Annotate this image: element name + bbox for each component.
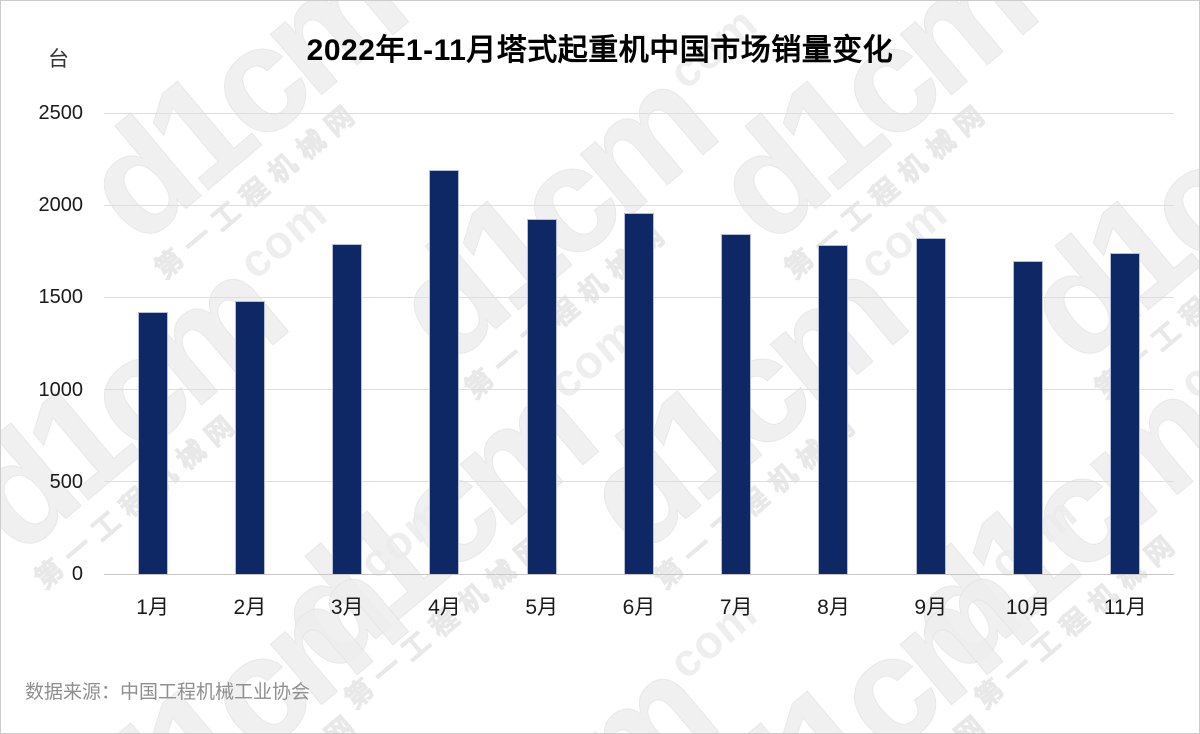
bar-slot-7月 <box>688 113 785 574</box>
bar-slot-8月 <box>785 113 882 574</box>
watermark-site-name-text: 第一工程机械网 <box>1091 680 1199 733</box>
x-axis-labels: 1月 2月 3月 4月 5月 6月 7月 8月 9月 10月 11月 <box>104 591 1174 621</box>
y-tick-label-1000: 1000 <box>38 378 84 401</box>
bar-6月 <box>623 213 654 574</box>
x-tick-label-10月: 10月 <box>1005 596 1051 619</box>
bar-1月 <box>137 312 168 574</box>
x-tick-label-2月: 2月 <box>233 596 267 619</box>
y-tick-label-2500: 2500 <box>38 102 84 124</box>
x-tick-label-1月: 1月 <box>136 596 169 619</box>
x-tick-label-9月: 9月 <box>914 596 948 619</box>
bar-slot-6月 <box>590 113 687 574</box>
bar-11月 <box>1110 253 1141 574</box>
y-tick-label-0: 0 <box>71 563 83 585</box>
data-source-caption: 数据来源：中国工程机械工业协会 <box>25 682 311 703</box>
bar-2月 <box>234 301 265 574</box>
plot-area <box>104 112 1174 575</box>
bar-3月 <box>332 244 363 574</box>
x-tick-label-11月: 11月 <box>1103 596 1147 619</box>
bar-slot-11月 <box>1077 113 1174 574</box>
bar-8月 <box>818 245 849 574</box>
bar-4月 <box>429 170 460 574</box>
x-tick-label-3月: 3月 <box>330 596 364 619</box>
bar-7月 <box>721 234 752 574</box>
bar-slot-2月 <box>201 113 298 574</box>
x-tick-label-8月: 8月 <box>817 596 850 619</box>
bar-slot-1月 <box>104 113 201 574</box>
x-tick-label-7月: 7月 <box>719 596 753 619</box>
x-tick-label-6月: 6月 <box>622 596 656 619</box>
y-tick-label-2000: 2000 <box>38 194 84 217</box>
gridline-2500 <box>104 112 1174 114</box>
gridline-0 <box>104 573 1174 575</box>
bar-5月 <box>526 219 557 574</box>
bar-slot-10月 <box>979 113 1076 574</box>
bar-10月 <box>1013 261 1044 574</box>
bar-slot-3月 <box>299 113 396 574</box>
chart-title: 2022年1-11月塔式起重机中国市场销量变化 <box>306 34 894 67</box>
y-axis-unit-label: 台 <box>48 48 69 71</box>
bar-slot-4月 <box>396 113 493 574</box>
y-tick-label-1500: 1500 <box>38 286 84 309</box>
bar-series <box>104 113 1174 574</box>
watermark-site-name-text: 第一工程机械网 <box>461 680 827 733</box>
x-tick-label-5月: 5月 <box>525 596 559 619</box>
bar-9月 <box>915 238 946 574</box>
bar-slot-5月 <box>493 113 590 574</box>
x-tick-label-4月: 4月 <box>428 596 461 619</box>
bar-slot-9月 <box>882 113 979 574</box>
y-tick-label-500: 500 <box>49 470 83 493</box>
gridline-2000 <box>104 204 1174 206</box>
